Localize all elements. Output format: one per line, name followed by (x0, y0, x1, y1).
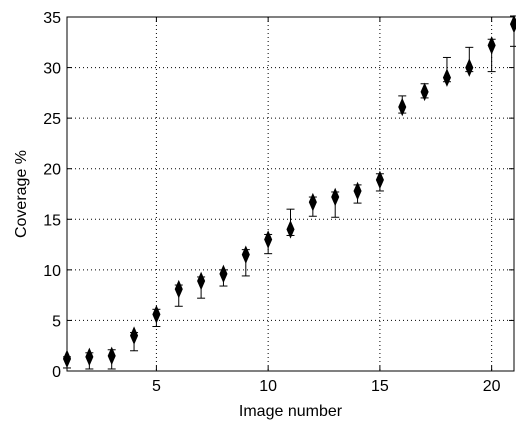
data-point-marker (487, 36, 496, 55)
data-point-group (465, 46, 474, 77)
data-point-group (442, 56, 451, 87)
y-tick-label: 0 (52, 364, 61, 381)
grid-lines (67, 17, 514, 371)
x-tick-label: 20 (483, 378, 501, 395)
data-point-group (152, 305, 161, 327)
y-tick-label: 15 (43, 212, 61, 229)
y-tick-label: 5 (52, 313, 61, 330)
y-tick-label: 30 (43, 61, 61, 78)
y-tick-label: 20 (43, 162, 61, 179)
data-point-group (286, 208, 295, 239)
data-point-group (264, 230, 273, 255)
data-point-group (174, 279, 183, 307)
data-point-group (85, 347, 94, 370)
data-point-marker (509, 14, 516, 34)
data-point-group (219, 264, 228, 287)
y-axis-ticks: 0 5 10 15 20 25 30 35 (43, 10, 514, 381)
data-point-group (487, 36, 496, 73)
data-point-marker (197, 271, 206, 291)
data-series (62, 14, 516, 370)
data-point-group (308, 192, 317, 217)
x-tick-label: 5 (152, 378, 161, 395)
data-point-marker (375, 170, 384, 190)
data-point-group (107, 346, 116, 370)
y-tick-label: 35 (43, 10, 61, 27)
data-point-group (420, 82, 429, 102)
data-point-group (375, 170, 384, 192)
data-point-group (509, 14, 516, 47)
y-tick-label: 10 (43, 263, 61, 280)
y-tick-label: 25 (43, 111, 61, 128)
y-axis-label: Coverage % (13, 150, 30, 238)
data-point-group (130, 326, 139, 352)
data-point-marker (465, 58, 474, 77)
data-point-marker (331, 187, 340, 207)
data-point-group (197, 271, 206, 299)
x-tick-label: 10 (259, 378, 277, 395)
data-point-marker (152, 305, 161, 324)
data-point-marker (130, 326, 139, 345)
data-point-marker (241, 245, 250, 264)
data-point-marker (264, 230, 273, 249)
data-point-marker (107, 346, 116, 366)
x-tick-label: 15 (371, 378, 389, 395)
data-point-marker (174, 279, 183, 299)
x-axis-ticks: 5 10 15 20 (152, 17, 501, 395)
data-point-marker (442, 68, 451, 87)
plot-frame (66, 16, 515, 372)
data-point-group (353, 181, 362, 204)
data-point-marker (308, 192, 317, 212)
data-point-marker (219, 264, 228, 284)
data-point-group (398, 95, 407, 117)
data-point-marker (420, 82, 429, 102)
x-axis-label: Image number (239, 403, 343, 420)
data-point-marker (286, 220, 295, 239)
data-point-marker (398, 97, 407, 117)
data-point-group (241, 245, 250, 277)
data-point-marker (353, 181, 362, 201)
data-point-group (331, 187, 340, 218)
data-point-marker (85, 347, 94, 367)
